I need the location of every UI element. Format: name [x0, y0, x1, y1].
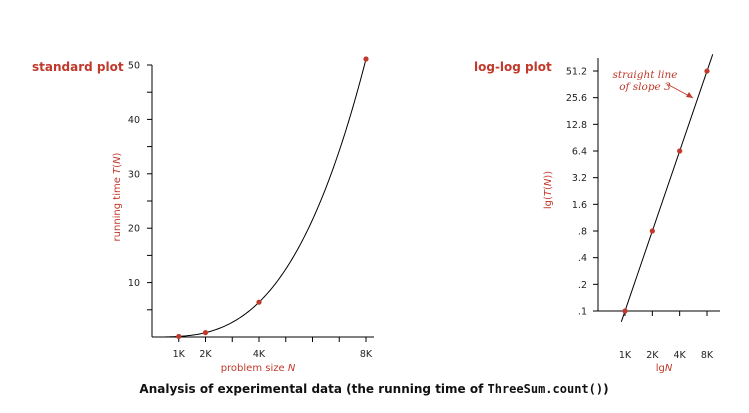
annotation-arrow	[666, 83, 694, 99]
log-y-tick-label: 1.6	[572, 200, 587, 211]
annotation-line2: of slope 3	[619, 81, 671, 93]
standard-plot-x-ticks: 1K 2K 4K 8K	[173, 337, 373, 360]
log-y-tick-label: .1	[578, 307, 587, 318]
std-x-tick-label: 8K	[360, 349, 373, 360]
standard-plot: standard plot 10 20 30 40 50 1K 2K 4K 8K runnin…	[32, 56, 374, 374]
log-x-tick-label: 4K	[674, 350, 687, 361]
std-y-tick-label: 50	[128, 61, 140, 72]
caption-suffix: )	[603, 382, 608, 396]
std-y-tick-label: 20	[128, 224, 140, 235]
log-y-tick-label: .4	[578, 253, 587, 264]
standard-plot-curve	[165, 58, 367, 338]
ylabel-n: (N)	[112, 152, 123, 167]
log-log-plot-ylabel: lg(T(N))	[543, 171, 554, 209]
std-data-point	[202, 330, 209, 336]
standard-plot-ylabel: running time T(N)	[112, 152, 123, 241]
standard-plot-points	[176, 56, 369, 340]
standard-plot-title: standard plot	[32, 60, 124, 74]
log-y-tick-label: 6.4	[572, 147, 587, 158]
std-x-tick-label: 2K	[199, 349, 212, 360]
log-x-tick-label: 2K	[646, 350, 659, 361]
standard-plot-y-ticks: 10 20 30 40 50	[128, 61, 152, 311]
log-y-tick-label: .2	[578, 280, 587, 291]
std-data-point	[256, 299, 262, 305]
ylabel-t: T	[112, 167, 123, 174]
log-y-tick-label: 12.8	[566, 120, 587, 131]
log-log-plot-axes	[597, 58, 720, 312]
standard-plot-xlabel: problem size N	[221, 363, 296, 374]
log-x-tick-label: 8K	[701, 350, 714, 361]
figure-caption: Analysis of experimental data (the runni…	[139, 382, 608, 396]
annotation-line1: straight line	[613, 69, 678, 81]
log-log-plot: log-log plot .1 .2 .4 .8 1.6 3.2 6.4 12.8 25.6 51…	[474, 54, 720, 374]
std-data-point	[176, 333, 182, 340]
caption-code: ThreeSum.count()	[488, 382, 604, 396]
log-log-plot-points	[622, 68, 710, 314]
log-log-plot-title: log-log plot	[474, 60, 552, 74]
std-y-tick-label: 10	[128, 278, 140, 289]
log-log-plot-y-ticks: .1 .2 .4 .8 1.6 3.2 6.4 12.8 25.6 51.2	[566, 67, 598, 318]
log-log-plot-fit-line	[620, 54, 714, 322]
log-data-point	[677, 148, 683, 154]
std-y-tick-label: 40	[128, 115, 140, 126]
standard-plot-axes	[151, 65, 374, 338]
ylabel-prefix: running time	[112, 174, 123, 242]
std-y-tick-label: 30	[128, 169, 140, 180]
log-data-point	[704, 68, 710, 74]
log-log-plot-x-ticks: 1K 2K 4K 8K	[619, 311, 714, 361]
log-y-tick-label: 51.2	[566, 67, 587, 78]
log-y-tick-label: 25.6	[566, 93, 587, 104]
log-x-tick-label: 1K	[619, 350, 632, 361]
log-data-point	[649, 228, 655, 234]
log-data-point	[622, 308, 628, 314]
std-x-tick-label: 1K	[173, 349, 186, 360]
log-y-tick-label: 3.2	[572, 173, 587, 184]
std-x-tick-label: 4K	[253, 349, 266, 360]
std-data-point	[363, 56, 369, 62]
log-y-tick-label: .8	[578, 227, 587, 238]
caption-prefix: Analysis of experimental data (the runni…	[139, 382, 487, 396]
log-log-plot-xlabel: lgN	[656, 363, 673, 374]
